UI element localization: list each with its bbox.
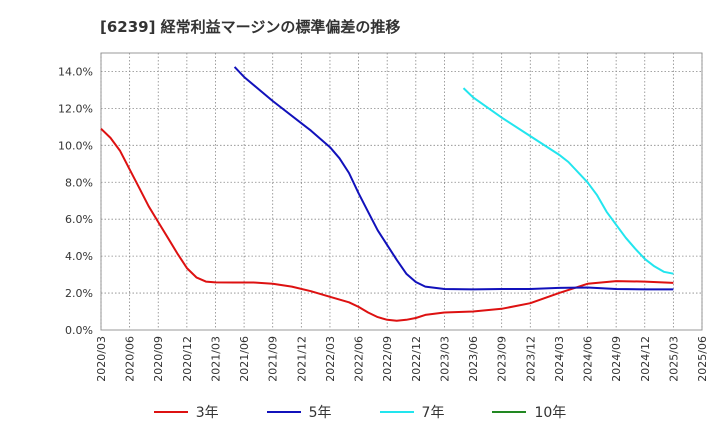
series-line-0 [100,127,674,322]
legend-item: 7年 [379,402,445,422]
legend-label: 3年 [195,405,219,421]
plot-frame [100,52,703,331]
legend-item: 5年 [266,402,332,422]
x-tick-label: 2021/09 [267,336,280,382]
series-layer [100,66,674,322]
y-tick-label: 10.0% [58,139,93,152]
axis-layer: 2020/03 2020/06 2020/09 2020/12 2021/03 2021/… [58,65,709,381]
y-tick-label: 12.0% [58,102,93,115]
x-tick-label: 2024/12 [639,336,652,382]
x-tick-label: 2021/03 [209,336,222,382]
legend-label: 7年 [421,405,445,421]
x-tick-label: 2024/09 [610,336,623,382]
chart-title: [6239] 経常利益マージンの標準偏差の推移 [100,18,401,36]
legend-label: 5年 [308,405,332,421]
y-tick-label: 0.0% [65,324,93,337]
x-tick-label: 2025/06 [696,336,709,382]
x-tick-label: 2023/09 [496,336,509,382]
x-tick-label: 2022/03 [324,336,337,382]
x-tick-label: 2020/09 [152,336,165,382]
x-tick-label: 2023/12 [524,336,537,382]
grid-layer [100,52,703,331]
y-tick-label: 2.0% [65,287,93,300]
x-tick-label: 2021/06 [238,336,251,382]
x-tick-label: 2022/12 [410,336,423,382]
legend-swatch [266,411,301,413]
x-tick-label: 2020/06 [124,336,137,382]
series-line-2 [462,87,674,275]
x-tick-label: 2022/06 [353,336,366,382]
x-tick-label: 2022/09 [381,336,394,382]
x-tick-label: 2023/06 [467,336,480,382]
legend-swatch [153,411,188,413]
x-tick-label: 2020/03 [95,336,108,382]
x-tick-label: 2024/06 [582,336,595,382]
legend: 3年 5年 7年 10年 [0,402,720,422]
legend-item: 10年 [492,402,566,422]
series-line-1 [233,66,674,291]
legend-swatch [492,411,527,413]
x-tick-label: 2023/03 [438,336,451,382]
y-tick-label: 4.0% [65,250,93,263]
legend-swatch [379,411,414,413]
x-tick-label: 2021/12 [295,336,308,382]
y-tick-label: 8.0% [65,176,93,189]
y-tick-label: 6.0% [65,213,93,226]
legend-label: 10年 [534,405,567,421]
y-tick-label: 14.0% [58,65,93,78]
x-tick-label: 2025/03 [667,336,680,382]
x-tick-label: 2024/03 [553,336,566,382]
legend-item: 3年 [153,402,219,422]
x-tick-label: 2020/12 [181,336,194,382]
